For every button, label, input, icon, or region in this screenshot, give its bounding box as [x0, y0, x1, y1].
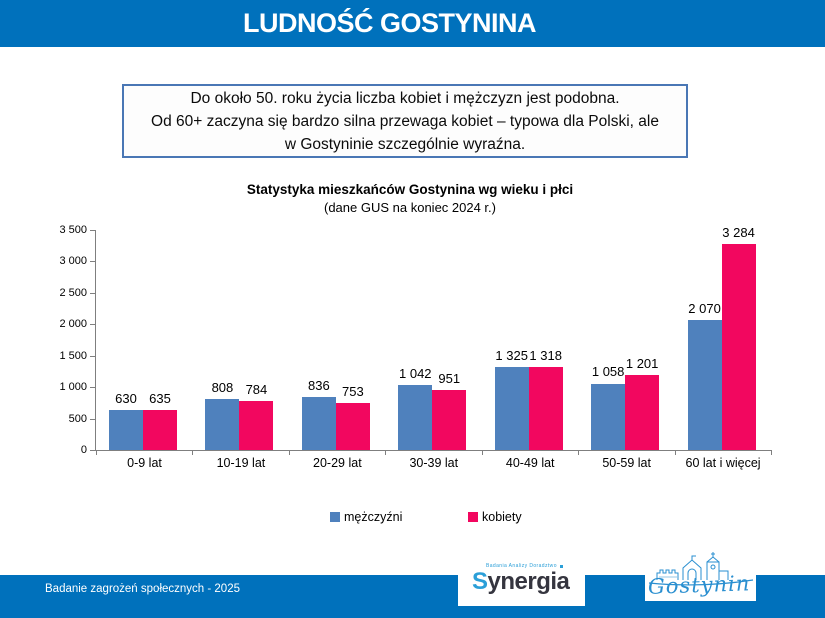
- bar-mężczyźni-0-9-lat: [109, 410, 143, 450]
- bar-mężczyźni-20-29-lat: [301, 397, 336, 450]
- bar-kobiety-50-59-lat: [625, 374, 660, 450]
- callout-line-1: Do około 50. roku życia liczba kobiet i …: [190, 89, 620, 107]
- y-axis-tick-label: 500: [68, 412, 87, 425]
- x-axis-tick-mark: [771, 450, 772, 455]
- plot-area: 0 500 1 000 1 500 2 000 2 500 3 000 3 500 630 635…: [59, 224, 772, 470]
- y-axis-tick-mark: [90, 324, 95, 326]
- bar-value-label: 635: [149, 391, 171, 407]
- y-axis-tick-mark: [90, 355, 95, 357]
- y-axis-tick-mark: [90, 230, 95, 231]
- legend-item-mężczyźni: mężczyźni: [330, 510, 402, 524]
- x-axis-category-label: 0-9 lat: [127, 456, 162, 470]
- y-axis-tick-label: 2 500: [59, 286, 87, 299]
- bar-mężczyźni-40-49-lat: [494, 366, 529, 450]
- legend-label-mężczyźni: mężczyźni: [344, 510, 403, 524]
- x-axis-tick-mark: [288, 450, 290, 455]
- bar-mężczyźni-30-39-lat: [398, 384, 433, 450]
- chart-subtitle: (dane GUS na koniec 2024 r.): [324, 200, 496, 215]
- x-axis-category-label: 10-19 lat: [216, 456, 266, 470]
- x-axis-tick-mark: [385, 450, 387, 455]
- footer-text: Badanie zagrożeń społecznych - 2025: [45, 583, 240, 595]
- x-axis-category-label: 30-39 lat: [409, 456, 459, 470]
- header-bar: LUDNOŚĆ GOSTYNINA: [0, 0, 825, 47]
- bar-kobiety-10-19-lat: [239, 400, 274, 450]
- gostynin-logo: Gostynin: [645, 550, 756, 601]
- bar-chart: Statystyka mieszkańców Gostynina wg wiek…: [40, 180, 800, 550]
- synergia-logo: Badania Analizy Doradztwo Synergia: [458, 558, 585, 606]
- y-axis-tick-mark: [90, 261, 95, 263]
- y-axis-tick-label: 0: [80, 444, 87, 456]
- x-axis-tick-mark: [481, 450, 483, 455]
- bar-value-label: 630: [115, 391, 137, 407]
- y-axis-tick-label: 1 000: [59, 381, 87, 394]
- synergia-wordmark: Synergia: [472, 569, 577, 595]
- chart-title: Statystyka mieszkańców Gostynina wg wiek…: [246, 182, 574, 197]
- bar-kobiety-40-49-lat: [528, 367, 563, 450]
- y-axis-tick-mark: [90, 292, 95, 294]
- synergia-caption-text: Badania Analizy Doradztwo: [486, 563, 557, 569]
- bar-kobiety-30-39-lat: [432, 390, 467, 450]
- y-axis-tick-label: 2 000: [59, 318, 87, 331]
- bar-value-label: 1 201: [625, 355, 659, 371]
- bar-value-label: 808: [211, 380, 234, 396]
- y-axis-tick-label: 3 500: [59, 224, 87, 236]
- legend-swatch-mężczyźni: [330, 512, 340, 522]
- bar-value-label: 2 070: [688, 300, 721, 316]
- bar-value-label: 1 058: [591, 364, 625, 380]
- synergia-s-letter: S: [472, 568, 488, 595]
- callout-line-2: Od 60+ zaczyna się bardzo silna przewaga…: [151, 112, 659, 130]
- bar-mężczyźni-10-19-lat: [205, 399, 240, 450]
- bar-mężczyźni-60-lat-i-więcej: [687, 319, 722, 450]
- x-axis-tick-mark: [578, 450, 580, 455]
- legend-swatch-kobiety: [468, 512, 478, 522]
- bar-value-label: 836: [307, 378, 330, 394]
- synergia-caption: Badania Analizy Doradztwo: [486, 563, 577, 569]
- bar-value-label: 1 318: [529, 348, 562, 364]
- y-axis-tick-mark: [90, 387, 95, 389]
- bar-value-label: 951: [438, 371, 461, 387]
- bar-value-label: 1 325: [495, 347, 528, 363]
- synergia-rest-letters: ynergia: [487, 568, 570, 595]
- y-axis-tick-label: 1 500: [59, 349, 87, 362]
- x-axis-tick-mark: [96, 450, 97, 455]
- y-axis-tick-mark: [90, 450, 95, 451]
- legend-label-kobiety: kobiety: [482, 510, 522, 524]
- bar-mężczyźni-50-59-lat: [591, 383, 626, 450]
- bar-kobiety-0-9-lat: [143, 410, 177, 450]
- y-axis-tick-mark: [90, 418, 95, 420]
- synergia-dot-icon: [559, 564, 563, 568]
- gostynin-skyline-icon: [648, 552, 754, 586]
- legend-item-kobiety: kobiety: [468, 510, 522, 524]
- page-title: LUDNOŚĆ GOSTYNINA: [242, 8, 537, 38]
- x-axis-tick-mark: [674, 450, 676, 455]
- x-axis-category-label: 40-49 lat: [505, 456, 555, 470]
- bar-value-label: 753: [341, 383, 364, 399]
- bar-kobiety-20-29-lat: [335, 402, 370, 450]
- bar-value-label: 784: [245, 381, 268, 397]
- x-axis-category-label: 50-59 lat: [602, 456, 651, 470]
- x-axis-tick-mark: [192, 450, 194, 455]
- gostynin-wordmark: Gostynin: [647, 571, 751, 599]
- x-axis-category-label: 60 lat i więcej: [685, 456, 761, 470]
- y-axis-tick-label: 3 000: [59, 255, 87, 268]
- bar-kobiety-60-lat-i-więcej: [721, 243, 756, 450]
- callout-line-3: w Gostyninie szczególnie wyraźna.: [284, 135, 526, 153]
- x-axis-category-label: 20-29 lat: [313, 456, 362, 470]
- bar-value-label: 3 284: [722, 224, 755, 240]
- callout-box: Do około 50. roku życia liczba kobiet i …: [122, 84, 688, 158]
- bar-value-label: 1 042: [399, 365, 432, 381]
